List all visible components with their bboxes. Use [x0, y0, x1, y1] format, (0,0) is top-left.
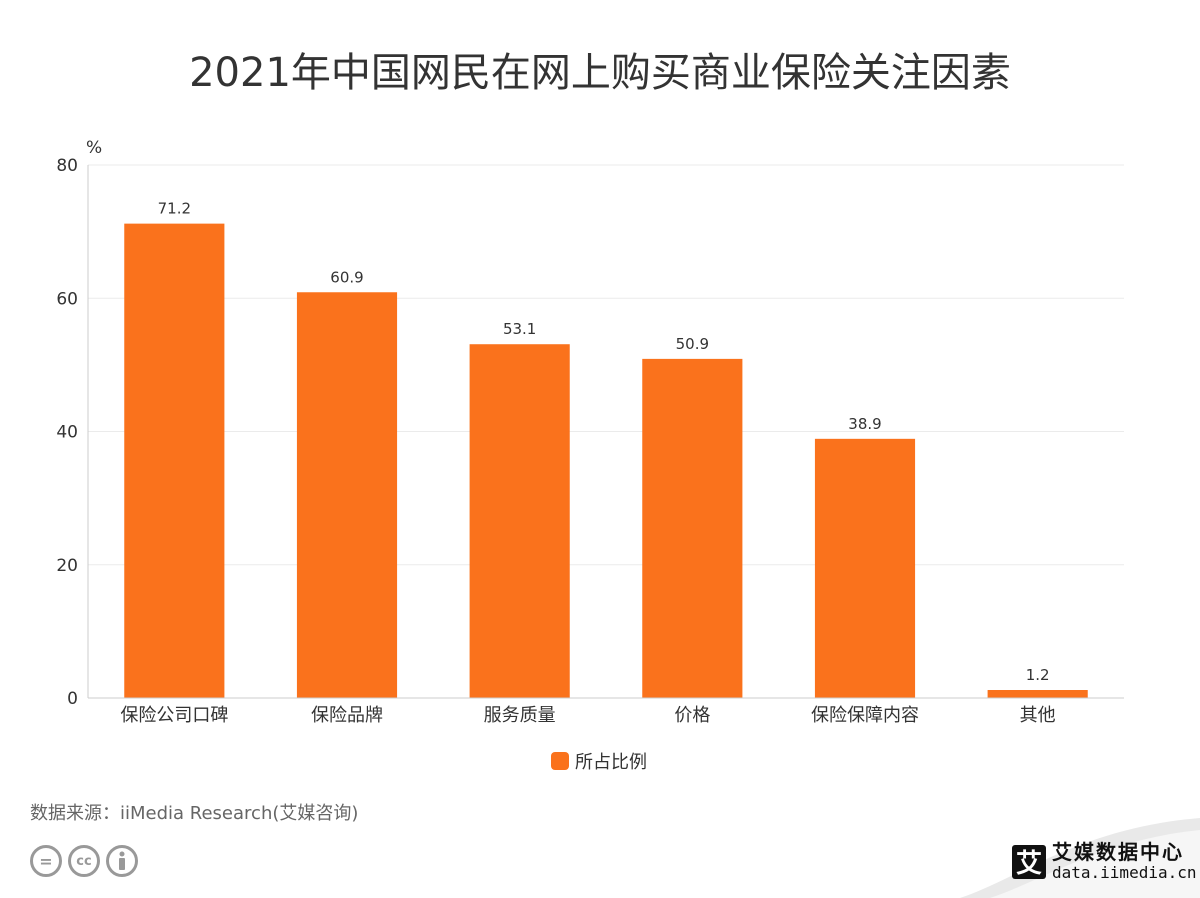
legend-swatch — [551, 752, 569, 770]
bar-chart: 0 20 40 60 80% 71.2 保险公司口碑 60.9 保险品牌 53.1 服务质量 50.9… — [56, 138, 1124, 773]
data-label: 71.2 — [158, 200, 191, 218]
brand-logo: 艾 — [1012, 844, 1046, 879]
y-tick-label: 60 — [56, 289, 78, 309]
bar — [642, 358, 743, 698]
x-tick-label: 服务质量 — [484, 705, 556, 726]
data-source: 数据来源：iiMedia Research(艾媒咨询) — [30, 803, 359, 824]
y-tick-label: 40 — [56, 423, 78, 443]
bar — [814, 438, 916, 698]
bar — [987, 690, 1088, 698]
equal-icon: = — [30, 845, 62, 877]
bar — [296, 292, 398, 698]
y-axis-unit: % — [86, 138, 102, 158]
brand-name: 艾媒数据中心 — [1052, 840, 1184, 864]
y-tick-label: 80 — [56, 156, 78, 176]
license-icons: = cc — [30, 845, 138, 877]
data-label: 60.9 — [330, 268, 363, 286]
x-tick-label: 保险公司口碑 — [120, 705, 228, 726]
brand-watermark: 艾 艾媒数据中心 data.iimedia.cn — [1012, 842, 1197, 881]
x-tick-label: 保险保障内容 — [811, 705, 919, 726]
brand-url: data.iimedia.cn — [1052, 863, 1197, 882]
data-label: 1.2 — [1026, 666, 1050, 684]
legend-label: 所占比例 — [575, 752, 647, 773]
cc-icon: cc — [68, 845, 100, 877]
x-tick-label: 保险品牌 — [311, 705, 383, 726]
bar — [124, 223, 225, 698]
y-tick-label: 0 — [67, 689, 78, 709]
person-icon — [106, 845, 138, 877]
data-label: 38.9 — [848, 415, 881, 433]
data-label: 53.1 — [503, 320, 536, 338]
y-tick-label: 20 — [56, 556, 78, 576]
x-tick-label: 价格 — [674, 705, 710, 726]
x-tick-label: 其他 — [1020, 705, 1056, 726]
bar — [469, 344, 570, 698]
data-label: 50.9 — [676, 335, 709, 353]
chart-title: 2021年中国网民在网上购买商业保险关注因素 — [189, 50, 1011, 96]
